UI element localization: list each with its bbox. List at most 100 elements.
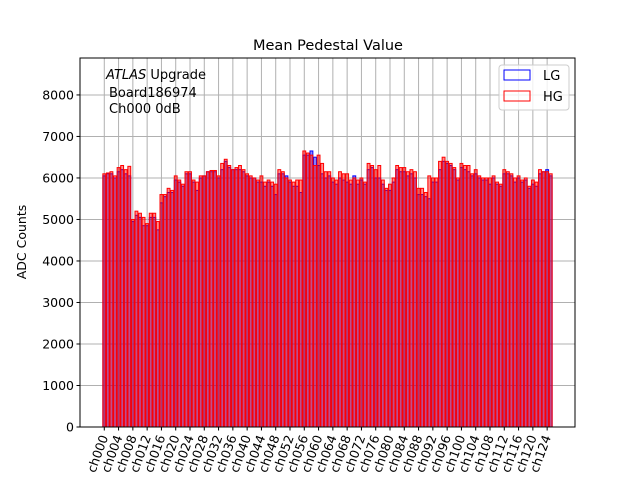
bar-hg-ch015 <box>155 221 160 428</box>
legend-label-hg: HG <box>543 90 563 105</box>
bar-hg-ch057 <box>305 152 310 428</box>
bar-hg-ch116 <box>516 175 521 428</box>
y-axis-label: ADC Counts <box>14 205 29 280</box>
bar-hg-ch111 <box>498 183 503 428</box>
bar-hg-ch114 <box>509 173 514 428</box>
bar-hg-ch026 <box>195 181 200 428</box>
legend[interactable]: LG HG <box>498 64 570 111</box>
bar-hg-ch051 <box>284 177 289 428</box>
annotation-upgrade: Upgrade <box>146 68 206 83</box>
bar-hg-ch124 <box>545 171 550 428</box>
bar-hg-ch084 <box>402 167 407 428</box>
bar-hg-ch045 <box>263 181 267 428</box>
bar-hg-ch024 <box>188 171 192 428</box>
bar-hg-ch103 <box>470 173 475 428</box>
bar-hg-ch099 <box>455 177 460 428</box>
bar-hg-ch073 <box>363 181 367 428</box>
bar-hg-ch042 <box>252 177 257 428</box>
bar-hg-ch003 <box>113 175 117 428</box>
bar-hg-ch107 <box>484 177 489 428</box>
bar-hg-ch108 <box>488 177 492 428</box>
bar-hg-ch076 <box>373 169 378 428</box>
bar-hg-ch001 <box>105 172 110 428</box>
bar-hg-ch121 <box>534 181 539 428</box>
bar-hg-ch100 <box>459 162 464 428</box>
bar-hg-ch052 <box>288 179 292 428</box>
bar-hg-ch077 <box>377 165 382 428</box>
bar-hg-ch023 <box>184 171 189 428</box>
bar-hg-ch036 <box>230 169 235 428</box>
bar-hg-ch113 <box>505 171 510 428</box>
bar-hg-ch069 <box>348 179 353 428</box>
chart-title: Mean Pedestal Value <box>253 38 403 54</box>
bar-hg-ch017 <box>163 194 167 428</box>
bar-hg-ch048 <box>273 183 278 428</box>
x-axis: ch000ch004ch008ch012ch016ch020ch024ch028… <box>84 427 554 474</box>
bar-hg-ch035 <box>227 165 232 428</box>
bar-hg-ch004 <box>116 167 121 428</box>
bar-hg-ch112 <box>502 169 507 428</box>
y-tick-label: 1000 <box>42 378 74 393</box>
bar-hg-ch064 <box>330 177 335 428</box>
bar-hg-ch025 <box>191 179 196 428</box>
bar-hg-ch120 <box>530 179 535 428</box>
bar-hg-ch089 <box>420 187 425 428</box>
bar-hg-ch071 <box>355 179 360 428</box>
bar-hg-ch125 <box>548 173 553 428</box>
bar-hg-ch090 <box>423 191 428 428</box>
svg-text:ATLAS Upgrade: ATLAS Upgrade <box>105 68 206 83</box>
y-tick-label: 2000 <box>42 336 74 351</box>
y-axis: 0 1000 2000 3000 4000 5000 6000 7000 8000 <box>42 87 80 435</box>
annotation-board: Board186974 <box>109 86 197 101</box>
bar-hg-ch040 <box>245 173 250 428</box>
bar-hg-ch072 <box>359 177 364 428</box>
bar-hg-ch049 <box>277 169 282 428</box>
bar-hg-ch044 <box>259 175 264 428</box>
bar-hg-ch002 <box>109 171 114 428</box>
bar-hg-ch088 <box>416 187 421 428</box>
bar-hg-ch031 <box>213 169 217 428</box>
bar-hg-ch014 <box>152 212 157 428</box>
bar-hg-ch030 <box>209 169 214 428</box>
legend-frame <box>498 64 570 111</box>
y-tick-label: 0 <box>66 420 74 435</box>
bar-hg-ch037 <box>234 167 239 428</box>
bar-hg-ch033 <box>220 162 225 428</box>
bar-hg-ch061 <box>320 162 325 428</box>
bar-hg-ch007 <box>127 165 132 428</box>
bar-hg-ch086 <box>409 169 414 428</box>
bar-hg-ch000 <box>102 173 107 428</box>
bar-hg-ch094 <box>438 160 442 428</box>
bar-hg-ch012 <box>145 223 150 428</box>
y-tick-label: 8000 <box>42 87 74 102</box>
bar-hg-ch082 <box>395 165 400 428</box>
bar-hg-ch105 <box>477 175 482 428</box>
bar-hg-ch062 <box>323 171 328 428</box>
bar-hg-ch032 <box>216 175 221 428</box>
bar-hg-ch070 <box>352 177 357 428</box>
bar-hg-ch054 <box>295 179 300 428</box>
axes-frame <box>79 57 576 428</box>
bar-hg-ch092 <box>430 177 435 428</box>
bar-hg-ch016 <box>159 194 164 428</box>
bar-hg-ch006 <box>123 169 128 428</box>
y-tick-label: 5000 <box>42 212 74 227</box>
bar-hg-ch022 <box>180 183 185 428</box>
bar-hg-ch098 <box>452 167 457 428</box>
bar-hg-ch039 <box>241 169 246 428</box>
bar-hg-ch050 <box>280 171 285 428</box>
bar-hg-ch047 <box>270 181 275 428</box>
bar-hg-ch067 <box>341 173 346 428</box>
annotation-channel: Ch000 0dB <box>109 102 181 117</box>
bar-hg-ch028 <box>202 175 207 428</box>
bar-hg-ch019 <box>170 189 175 428</box>
bar-hg-ch038 <box>238 165 242 428</box>
bar-hg-ch115 <box>513 177 517 428</box>
bar-hg-ch095 <box>441 156 446 428</box>
bar-hg-ch087 <box>413 171 417 428</box>
bar-hg-ch106 <box>480 177 485 428</box>
bar-hg-ch075 <box>370 165 375 428</box>
bar-hg-ch058 <box>309 154 314 428</box>
y-tick-label: 4000 <box>42 253 74 268</box>
bar-hg-ch046 <box>266 179 271 428</box>
